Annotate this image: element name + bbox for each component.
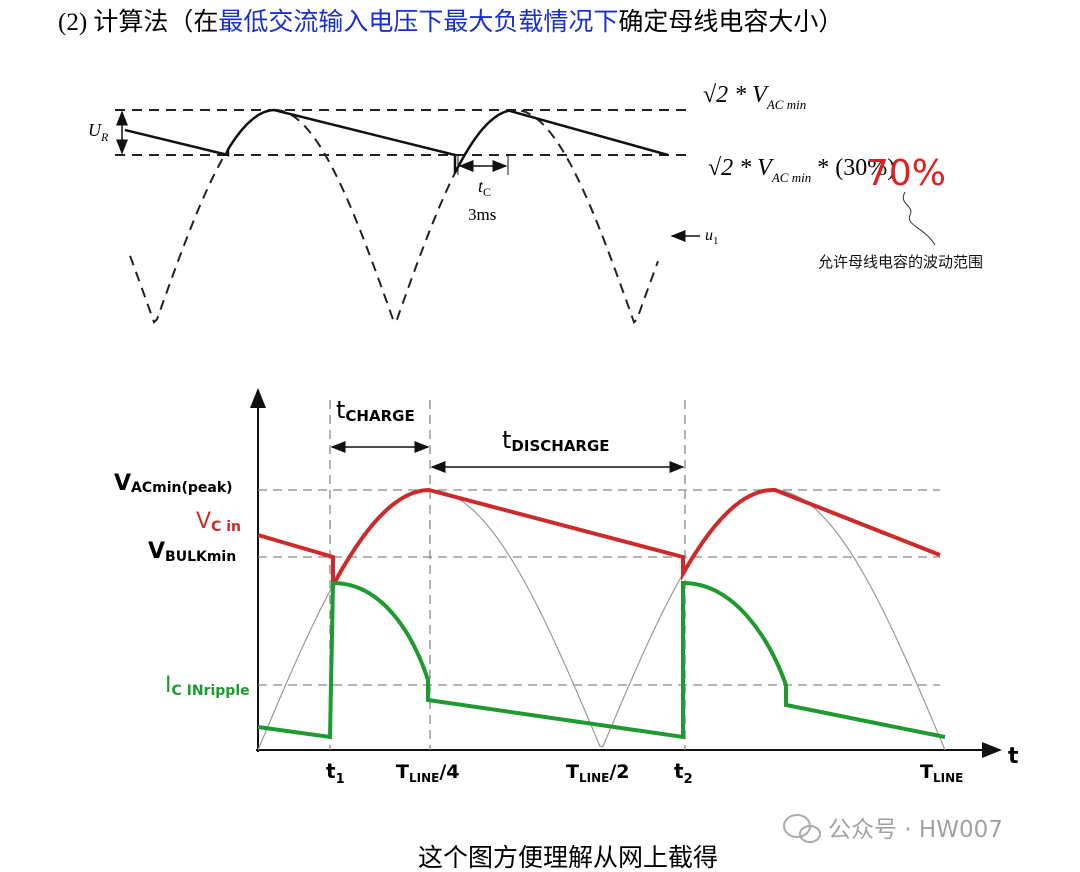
label-main: T — [396, 761, 409, 783]
label-main: I — [165, 673, 172, 698]
correction: 70% — [866, 153, 946, 194]
label-main: T — [566, 761, 579, 783]
label-main: t — [336, 396, 345, 424]
charge-label: tCHARGE — [336, 396, 415, 425]
watermark-text: 公众号 · HW007 — [828, 817, 1003, 843]
heading-prefix: (2) 计算法（在 — [58, 8, 218, 36]
label-sub: ACmin(peak) — [131, 480, 233, 496]
rectified-input — [129, 108, 659, 324]
heading: (2) 计算法（在最低交流输入电压下最大负载情况下确定母线电容大小） — [58, 8, 843, 36]
t1-label: t1 — [326, 759, 345, 787]
label-sub: DISCHARGE — [511, 437, 609, 455]
heading-suffix: 确定母线电容大小） — [618, 8, 843, 36]
capacitor-voltage — [257, 487, 941, 594]
charge-time-value: 3ms — [468, 205, 496, 224]
label-tail: * (30%) — [811, 155, 895, 181]
label-sub: AC min — [766, 97, 806, 112]
label-sub: C INripple — [172, 683, 250, 699]
label-main: √2 * V — [703, 82, 769, 108]
caption: 这个图方便理解从网上截得 — [418, 844, 718, 872]
label-sub: AC min — [771, 170, 811, 185]
period-label: TLINE — [920, 761, 963, 785]
discharge-label: tDISCHARGE — [502, 426, 610, 455]
half-label: TLINE/2 — [566, 761, 630, 785]
top-diagram: UR tC 3ms u1 √2 * VAC min √2 * VAC min *… — [88, 82, 983, 324]
v-bulk-label: VBULKmin — [148, 539, 236, 565]
label-sub: 2 — [684, 772, 693, 787]
label-main: t — [326, 759, 336, 783]
capacitor-current — [257, 580, 946, 740]
label-main: √2 * V — [708, 155, 774, 181]
label-main: V — [196, 509, 211, 534]
watermark: 公众号 · HW007 — [783, 814, 1003, 843]
label-sub: C — [483, 185, 491, 199]
label-main: t — [674, 759, 684, 783]
heading-highlight: 最低交流输入电压下最大负载情况下 — [218, 8, 618, 36]
note-pointer — [902, 191, 936, 246]
rectified-input — [257, 489, 946, 751]
label-main: T — [920, 761, 933, 783]
v-peak-label: VACmin(peak) — [114, 471, 233, 496]
note: 允许母线电容的波动范围 — [818, 253, 983, 271]
watermark-icon — [799, 825, 821, 843]
label-sub: LINE — [579, 771, 609, 785]
label-tail: /4 — [439, 761, 459, 783]
label-main: U — [88, 120, 102, 140]
peak-label: √2 * VAC min — [703, 82, 806, 112]
label-sub: LINE — [409, 771, 439, 785]
capacitor-voltage — [124, 108, 669, 174]
ripple-label: UR — [88, 120, 109, 144]
label-main: t — [478, 176, 484, 196]
label-sub: R — [100, 130, 109, 144]
label-sub: BULKmin — [165, 549, 236, 565]
label-main: V — [148, 539, 165, 564]
label-sub: 1 — [336, 772, 345, 787]
charge-time-label: tC — [478, 176, 491, 199]
label-sub: C in — [211, 519, 241, 535]
label-tail: /2 — [609, 761, 629, 783]
label-main: u — [705, 227, 713, 244]
quarter-label: TLINE/4 — [396, 761, 460, 785]
min-label: √2 * VAC min * (30%) — [708, 155, 895, 185]
i-ripple-label: IC INripple — [165, 673, 250, 699]
v-cin-label: VC in — [196, 509, 241, 535]
time-axis-label: t — [1008, 744, 1019, 769]
label-sub: CHARGE — [345, 407, 414, 425]
t2-label: t2 — [674, 759, 693, 787]
input-label: u1 — [705, 227, 719, 247]
label-main: V — [114, 471, 131, 496]
label-sub: LINE — [933, 771, 963, 785]
label-main: t — [502, 426, 511, 454]
label-sub: 1 — [713, 235, 719, 247]
bottom-diagram: tCHARGE tDISCHARGE VACmin(peak) VC in VB… — [114, 388, 1019, 787]
